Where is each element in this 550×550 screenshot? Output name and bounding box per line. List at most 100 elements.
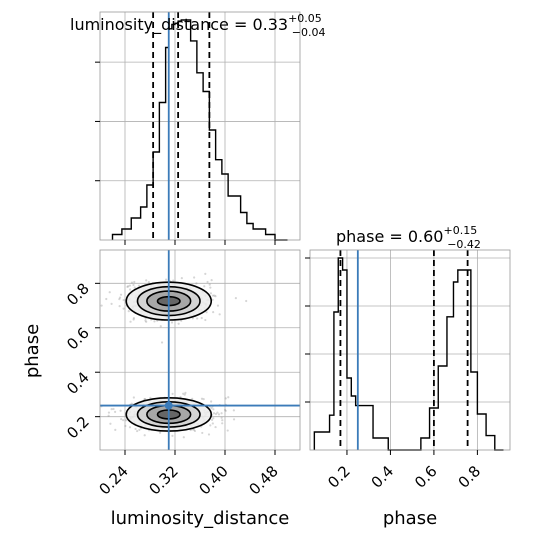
scatter-point: [132, 283, 135, 287]
scatter-point: [118, 305, 121, 308]
scatter-point: [205, 311, 208, 314]
scatter-point: [214, 295, 217, 298]
scatter-point: [132, 318, 135, 321]
scatter-point: [107, 411, 111, 414]
scatter-point: [114, 410, 117, 414]
phase-title-lower: −0.42: [447, 238, 481, 251]
scatter-point: [212, 417, 215, 420]
scatter-point: [128, 288, 132, 291]
phase-marginal-panel: 0.2 0.4 0.6 0.8: [305, 249, 511, 492]
scatter-point: [192, 428, 196, 431]
scatter-point: [209, 424, 212, 427]
scatter-point: [193, 276, 196, 279]
scatter-point: [143, 434, 146, 437]
luminosity-distance-title-lower: −0.04: [292, 26, 326, 39]
scatter-point: [122, 419, 125, 422]
scatter-point: [129, 320, 132, 323]
scatter-point: [224, 409, 227, 412]
scatter-point: [133, 280, 136, 284]
scatter-point: [220, 412, 223, 415]
scatter-point: [105, 297, 108, 301]
panel-frame: [99, 249, 301, 451]
scatter-point: [124, 419, 128, 422]
scatter-point: [172, 279, 175, 282]
scatter-point: [171, 392, 174, 395]
scatter-point: [165, 278, 168, 281]
scatter-point: [124, 424, 127, 428]
scatter-point: [132, 396, 135, 399]
scatter-point: [213, 294, 216, 297]
scatter-point: [114, 428, 117, 431]
scatter-point: [221, 422, 224, 425]
scatter-point: [170, 321, 174, 324]
scatter-point: [200, 397, 204, 400]
scatter-point: [145, 279, 148, 282]
x-axis-label-phase: phase: [383, 508, 437, 529]
scatter-point: [145, 320, 148, 323]
x-tick-label: 0.8: [455, 462, 485, 492]
scatter-point: [147, 281, 150, 284]
phase-title-main: phase = 0.60: [336, 227, 443, 246]
scatter-point: [210, 279, 213, 282]
scatter-point: [126, 285, 129, 288]
scatter-point: [207, 433, 211, 436]
scatter-point: [107, 414, 110, 417]
scatter-point: [214, 412, 218, 416]
scatter-point: [200, 316, 203, 320]
y-tick-label: 0.4: [63, 368, 93, 398]
scatter-point: [212, 311, 215, 314]
scatter-point: [232, 409, 235, 412]
scatter-point: [191, 317, 194, 320]
scatter-point: [214, 425, 217, 429]
scatter-point: [182, 392, 185, 395]
scatter-point: [217, 413, 221, 416]
scatter-point: [212, 408, 215, 411]
scatter-point: [227, 396, 230, 399]
phase-title-upper: +0.15: [443, 224, 477, 237]
scatter-point: [196, 317, 199, 320]
scatter-point: [220, 416, 223, 419]
joint-posterior-panel: 0.24 0.32 0.40 0.48 0.2 0.4 0.6 0.8: [63, 249, 301, 498]
y-tick-label: 0.8: [63, 279, 93, 309]
x-axis-label-luminosity-distance: luminosity_distance: [111, 508, 290, 529]
scatter-point: [245, 299, 248, 303]
scatter-point: [180, 319, 183, 322]
x-tick-label: 0.24: [95, 462, 131, 498]
scatter-point: [210, 407, 213, 410]
scatter-point: [110, 302, 113, 305]
x-tick-label: 0.6: [411, 462, 441, 492]
scatter-point: [108, 291, 111, 294]
scatter-point: [182, 436, 185, 439]
scatter-point: [122, 298, 125, 302]
x-tick-label: 0.4: [368, 462, 398, 492]
scatter-point: [153, 320, 156, 323]
scatter-point: [226, 429, 229, 432]
scatter-point: [118, 296, 122, 299]
scatter-point: [209, 286, 212, 289]
scatter-point: [193, 429, 197, 433]
scatter-point: [224, 397, 227, 400]
scatter-point: [144, 397, 147, 401]
scatter-point: [180, 276, 183, 280]
scatter-point: [130, 281, 134, 284]
histogram-step: [111, 19, 288, 241]
scatter-point: [195, 282, 198, 285]
scatter-point: [223, 408, 227, 411]
scatter-point: [122, 307, 125, 310]
scatter-point: [191, 397, 194, 400]
scatter-point: [138, 428, 141, 432]
panel-frame: [309, 249, 511, 451]
histogram-step: [313, 257, 504, 451]
scatter-point: [183, 393, 186, 396]
scatter-point: [137, 284, 141, 287]
luminosity-distance-title-main: luminosity_distance = 0.33: [70, 15, 288, 35]
scatter-point: [134, 427, 137, 431]
scatter-point: [206, 280, 209, 284]
scatter-point: [216, 304, 220, 307]
scatter-point: [118, 298, 121, 301]
scatter-point: [112, 407, 115, 411]
scatter-point: [127, 285, 130, 288]
scatter-point: [221, 419, 224, 422]
scatter-point: [159, 325, 162, 328]
